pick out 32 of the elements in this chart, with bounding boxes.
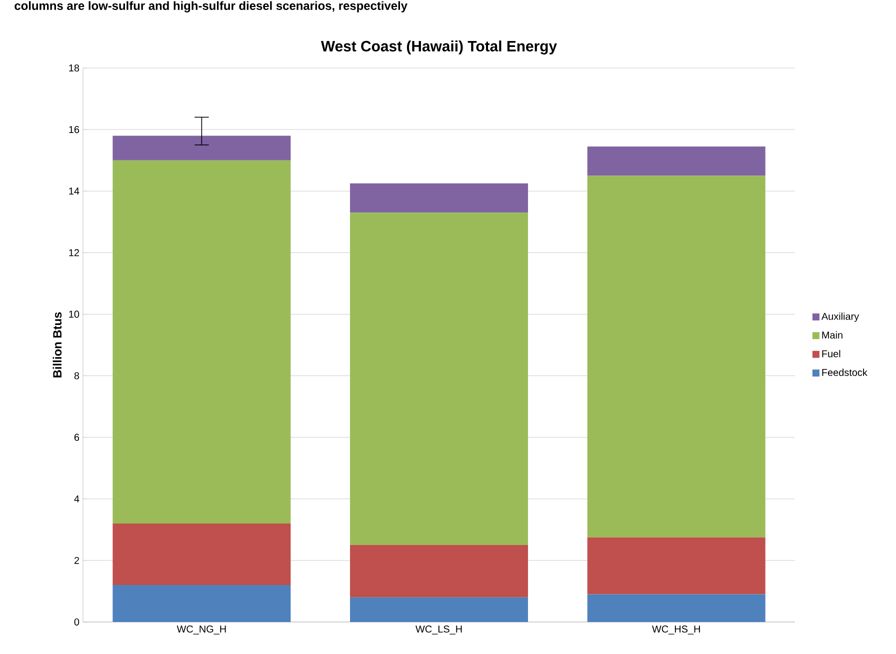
bar [112,160,291,524]
bar [587,176,766,538]
legend-label: Auxiliary [821,312,860,322]
legend-label: Main [822,331,842,339]
y-tick-label: 8 [74,372,80,380]
y-tick-label: 6 [74,434,80,441]
bar [112,585,291,622]
bar [350,183,528,213]
bar [587,537,766,594]
bar [587,146,766,176]
bar [112,523,291,586]
chart-title: West Coast (Hawaii) Total Energy [320,40,557,54]
bar [112,136,291,160]
text: columns are low-sulfur and high-sulfur diesel scenarios, respectively [14,1,408,12]
bar [350,545,528,598]
legend-label: Fuel [822,350,840,358]
x-tick-label: WC_LS_H [416,626,462,634]
y-tick-label: 16 [69,126,80,134]
bar [350,597,528,622]
y-axis-title: Billion Btus [52,312,62,378]
bar [350,212,528,546]
y-tick-label: 14 [69,188,80,195]
y-tick-label: 12 [69,249,79,256]
y-tick-label: 0 [74,618,80,626]
y-tick-label: 18 [69,64,80,72]
x-tick-label: WC_HS_H [652,626,700,634]
x-tick-label: WC_NG_H [176,626,226,634]
y-tick-label: 2 [74,556,79,564]
y-tick-label: 4 [74,495,80,502]
y-tick-label: 10 [69,310,80,318]
bar [587,594,766,622]
legend-label: Feedstock [822,368,868,376]
